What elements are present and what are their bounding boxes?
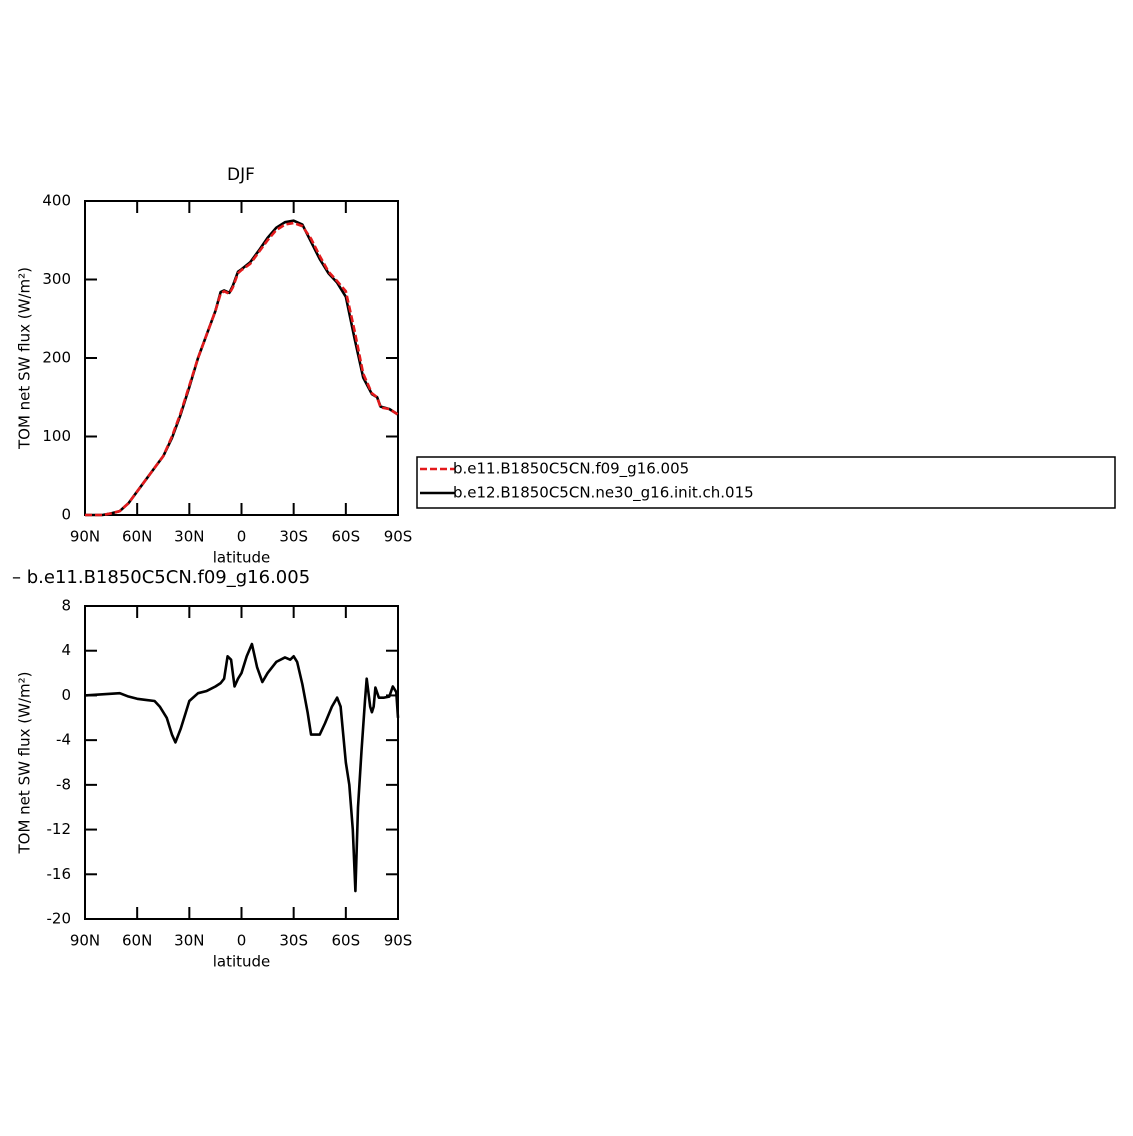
y-tick-label: 4 [61, 641, 71, 659]
y-axis-label: TOM net SW flux (W/m²) [16, 267, 34, 450]
chart-title: DJF [227, 165, 255, 185]
x-tick-label: 60N [122, 528, 152, 546]
x-axis-label: latitude [213, 549, 271, 567]
x-tick-label: 90N [70, 932, 100, 950]
series-line [85, 221, 399, 517]
y-tick-label: -8 [56, 775, 71, 793]
x-tick-label: 60S [332, 528, 361, 546]
y-axis-label: TOM net SW flux (W/m²) [16, 672, 34, 855]
chart-title: – b.e11.B1850C5CN.f09_g16.005 [12, 567, 310, 588]
plot-frame [84, 605, 399, 920]
y-tick-label: 0 [61, 506, 71, 524]
legend-label: b.e11.B1850C5CN.f09_g16.005 [453, 460, 689, 479]
x-tick-label: 30N [174, 932, 204, 950]
x-tick-label: 60N [122, 932, 152, 950]
series-line [84, 642, 400, 893]
x-tick-label: 90S [384, 528, 413, 546]
y-tick-label: -20 [47, 910, 72, 928]
x-tick-label: 60S [332, 932, 361, 950]
x-tick-label: 0 [237, 932, 247, 950]
y-tick-label: 400 [42, 192, 71, 210]
x-axis-label: latitude [213, 953, 271, 971]
x-tick-label: 30S [279, 932, 308, 950]
x-tick-label: 30S [279, 528, 308, 546]
y-tick-label: -4 [56, 731, 71, 749]
y-tick-label: 200 [42, 349, 71, 367]
legend-box [416, 456, 1116, 509]
y-tick-label: 100 [42, 427, 71, 445]
y-tick-label: -16 [47, 865, 72, 883]
y-tick-label: 0 [61, 686, 71, 704]
plot-frame [84, 200, 399, 516]
y-tick-label: -12 [47, 820, 72, 838]
y-tick-label: 300 [42, 270, 71, 288]
x-tick-label: 0 [237, 528, 247, 546]
x-tick-label: 90N [70, 528, 100, 546]
x-tick-label: 30N [174, 528, 204, 546]
y-tick-label: 8 [61, 597, 71, 615]
series-line [85, 219, 399, 517]
x-tick-label: 90S [384, 932, 413, 950]
legend-label: b.e12.B1850C5CN.ne30_g16.init.ch.015 [453, 484, 754, 503]
